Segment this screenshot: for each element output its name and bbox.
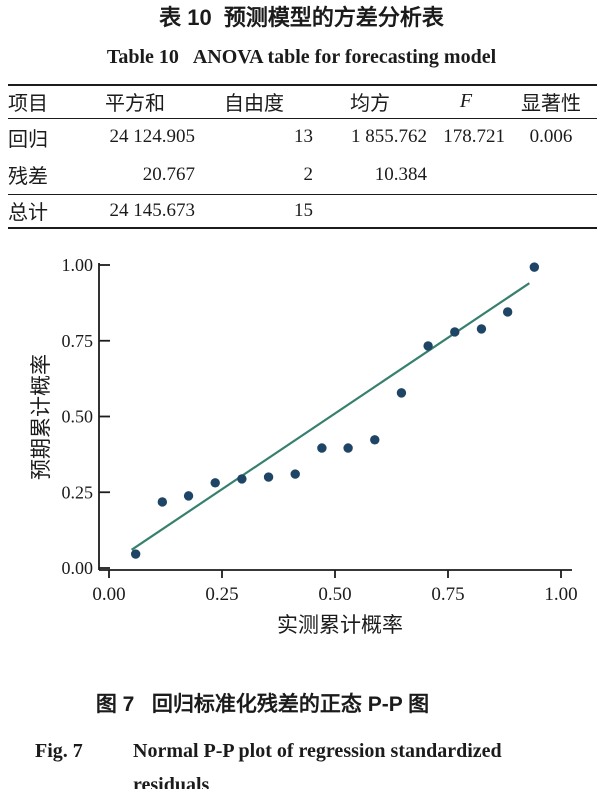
x-axis-title: 实测累计概率 <box>277 613 403 637</box>
anova-table: 项目 平方和 自由度 均方 F 显著性 回归 24 124.905 13 1 8… <box>8 84 597 229</box>
data-point <box>423 341 433 351</box>
data-point <box>343 443 353 453</box>
y-axis-title: 预期累计概率 <box>29 354 53 480</box>
cell-mean-square <box>313 194 427 228</box>
table-title-en: Table 10 ANOVA table for forecasting mod… <box>106 46 497 68</box>
y-tick-label: 0.00 <box>62 558 94 578</box>
col-header-f: F <box>459 90 473 113</box>
col-header-mean-square: 均方 <box>350 93 390 116</box>
cell-item: 总计 <box>8 202 48 225</box>
figure-caption-en-line1: Normal P-P plot of regression standardiz… <box>133 740 502 762</box>
data-point <box>183 491 194 501</box>
x-tick-label: 0.00 <box>92 584 125 605</box>
data-point <box>450 327 460 337</box>
cell-mean-square: 1 855.762 <box>351 126 427 148</box>
cell-significance: 0.006 <box>529 126 573 148</box>
cell-item: 回归 <box>8 128 48 151</box>
data-point <box>317 443 327 453</box>
table-row-total: 总计 24 145.673 15 <box>8 194 597 228</box>
figure-caption-en-label: Fig. 7 <box>35 740 83 762</box>
cell-df: 2 <box>303 163 314 185</box>
cell-f <box>427 194 505 228</box>
cell-significance <box>505 194 597 228</box>
x-tick-label: 1.00 <box>544 584 577 605</box>
col-header-sum-of-squares: 平方和 <box>105 93 165 116</box>
data-point <box>502 307 513 317</box>
table-title-zh: 表 10 预测模型的方差分析表 <box>159 5 444 30</box>
cell-f: 178.721 <box>443 126 505 148</box>
cell-sum-of-squares: 20.767 <box>142 163 195 185</box>
data-point <box>476 324 487 334</box>
y-tick-label: 1.00 <box>62 255 94 275</box>
col-header-significance: 显著性 <box>521 93 581 116</box>
pp-scatter-svg: 0.00 0.25 0.50 0.75 1.00 0.00 0.25 0.50 0.75 1.00… <box>29 255 578 637</box>
cell-significance <box>505 156 597 194</box>
data-point <box>396 388 407 398</box>
table-row-residual: 残差 20.767 2 10.384 <box>8 156 597 194</box>
figure-caption-zh: 图 7 回归标准化残差的正态 P-P 图 <box>95 693 430 716</box>
x-tick-label: 0.25 <box>205 584 238 605</box>
y-tick-label: 0.75 <box>62 331 94 351</box>
cell-sum-of-squares: 24 124.905 <box>109 126 196 148</box>
table-row-regression: 回归 24 124.905 13 1 855.762 178.721 0.006 <box>8 118 597 156</box>
x-tick-label: 0.75 <box>431 584 464 605</box>
y-tick-label: 0.50 <box>62 407 94 427</box>
cell-df: 15 <box>294 199 313 221</box>
cell-item: 残差 <box>8 166 48 189</box>
cell-f <box>427 156 505 194</box>
cell-sum-of-squares: 24 145.673 <box>109 199 196 221</box>
data-point <box>130 549 141 559</box>
cell-mean-square: 10.384 <box>374 163 427 185</box>
data-point <box>157 497 168 507</box>
cell-df: 13 <box>294 126 313 148</box>
y-tick-label: 0.25 <box>62 482 94 502</box>
data-point <box>237 474 247 484</box>
data-point <box>210 478 220 488</box>
table-header-row: 项目 平方和 自由度 均方 F 显著性 <box>8 85 597 118</box>
figure-caption-en-line2: residuals <box>133 774 210 789</box>
col-header-df: 自由度 <box>224 93 284 116</box>
col-header-item: 项目 <box>8 93 48 116</box>
data-point <box>290 469 300 479</box>
data-point <box>370 435 380 445</box>
x-tick-label: 0.50 <box>318 584 351 605</box>
data-point <box>529 262 540 272</box>
fit-line <box>130 282 530 551</box>
pp-plot: 0.00 0.25 0.50 0.75 1.00 0.00 0.25 0.50 0.75 1.00… <box>0 245 603 645</box>
data-point <box>263 472 274 482</box>
